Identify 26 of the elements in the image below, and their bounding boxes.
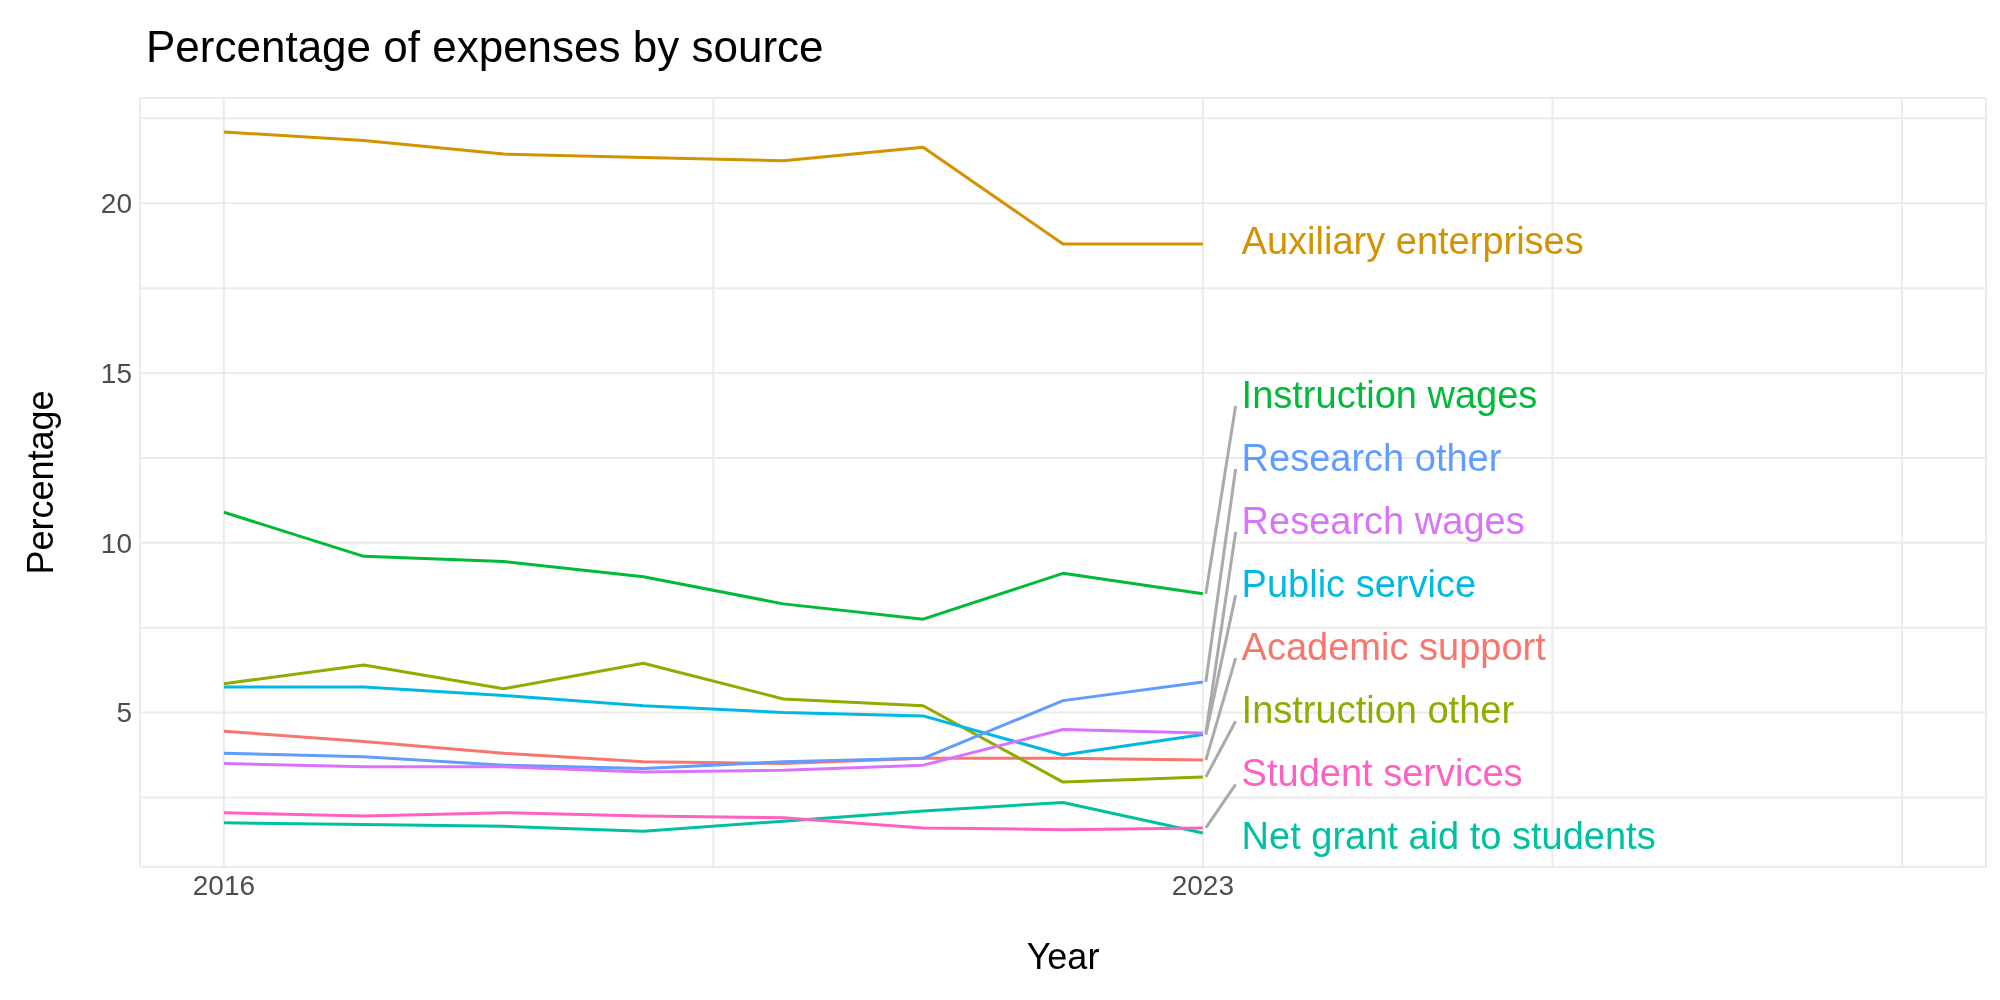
line-series [222,661,1205,784]
line-series [222,800,1205,835]
series-label: Instruction other [1241,689,1515,732]
text: Research other [1241,437,1502,480]
text: Academic support [1241,626,1547,669]
x-tick-label: 2016 [192,869,256,901]
x-tick-label: 2023 [1171,869,1234,901]
text: Instruction wages [1241,373,1538,416]
line-series [222,728,1205,774]
text: Public service [1241,563,1477,606]
line-series [222,811,1205,832]
y-tick-label: 15 [100,357,132,389]
chart-title: Percentage of expenses by source [146,22,824,72]
line-series [222,130,1205,246]
series-label: Net grant aid to students [1241,815,1656,858]
line-series [222,685,1205,757]
text: Research wages [1241,500,1525,543]
y-tick-label: 5 [116,697,132,729]
line-series [222,510,1205,621]
y-tick-label: 20 [100,188,132,220]
x-axis-title: Year [1026,936,1100,977]
series-label: Student services [1241,752,1523,795]
y-tick-label: 10 [100,527,132,559]
series-label: Auxiliary enterprises [1241,220,1584,263]
line-series [222,680,1205,771]
y-axis-title: Percentage [19,390,61,575]
